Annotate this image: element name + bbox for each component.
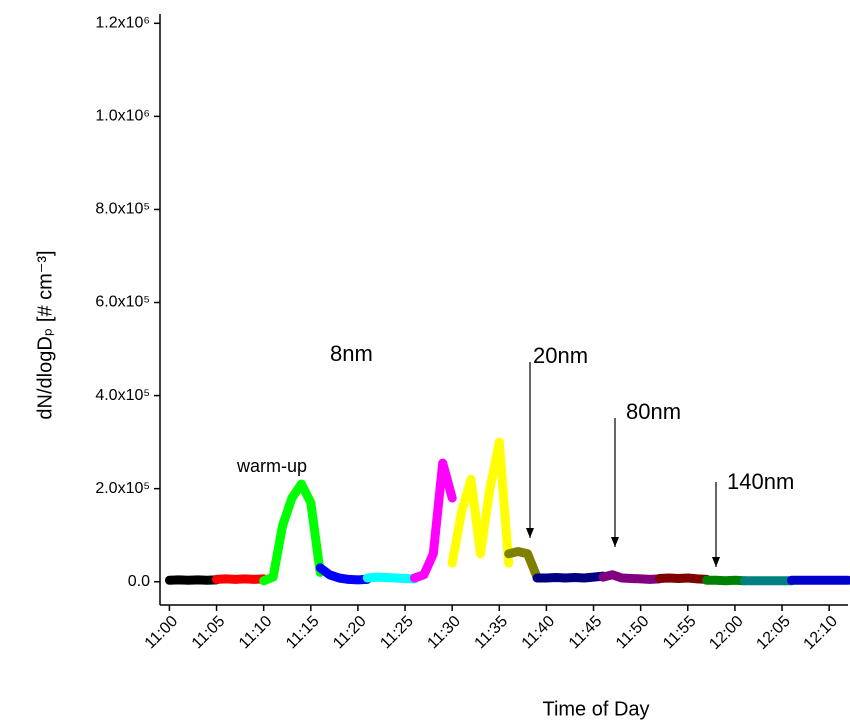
- x-tick-label: 11:20: [330, 613, 370, 653]
- arrow-head: [611, 537, 619, 547]
- series-line: [504, 547, 542, 582]
- series-line: [315, 563, 372, 585]
- x-tick-label: 11:40: [519, 613, 559, 653]
- x-tick-label: 11:55: [660, 613, 700, 653]
- series-line: [362, 572, 419, 584]
- arrow-head: [712, 557, 720, 567]
- x-tick-label: 12:00: [706, 613, 746, 653]
- x-tick-label: 11:50: [613, 613, 653, 653]
- series-line: [259, 479, 325, 586]
- x-axis-label: Time of Day: [542, 698, 649, 720]
- x-tick-label: 11:10: [236, 613, 276, 653]
- annotation: warm-up: [236, 456, 307, 476]
- annotation: 20nm: [533, 343, 588, 368]
- x-tick-label: 11:15: [283, 613, 323, 653]
- x-tick-label: 11:00: [142, 613, 182, 653]
- annotation: 80nm: [626, 399, 681, 424]
- x-tick-label: 11:45: [566, 613, 606, 653]
- series-line: [447, 437, 514, 568]
- y-tick-label: 8.0x10⁵: [95, 201, 150, 218]
- series-line: [410, 458, 457, 583]
- y-tick-label: 2.0x10⁵: [95, 480, 150, 497]
- x-tick-label: 12:05: [754, 613, 794, 653]
- x-tick-label: 11:30: [424, 613, 464, 653]
- series-line: [212, 574, 269, 584]
- series-line: [532, 571, 608, 583]
- series-line: [598, 570, 664, 584]
- annotation: 8nm: [330, 341, 373, 366]
- x-tick-label: 11:35: [472, 613, 512, 653]
- x-tick-label: 12:10: [801, 613, 841, 653]
- y-tick-label: 6.0x10⁵: [95, 294, 150, 311]
- x-tick-label: 11:25: [377, 613, 417, 653]
- series-line: [702, 575, 749, 586]
- y-tick-label: 1.2x10⁶: [95, 15, 150, 32]
- series-line: [655, 573, 712, 584]
- arrow-head: [526, 528, 534, 538]
- x-tick-label: 11:05: [189, 613, 229, 653]
- y-tick-label: 0.0: [128, 573, 150, 590]
- y-tick-label: 4.0x10⁵: [95, 387, 150, 404]
- y-axis-label: dN/dlogDₚ [# cm⁻³]: [34, 250, 56, 419]
- annotation: 140nm: [727, 469, 794, 494]
- y-tick-label: 1.0x10⁶: [95, 108, 150, 125]
